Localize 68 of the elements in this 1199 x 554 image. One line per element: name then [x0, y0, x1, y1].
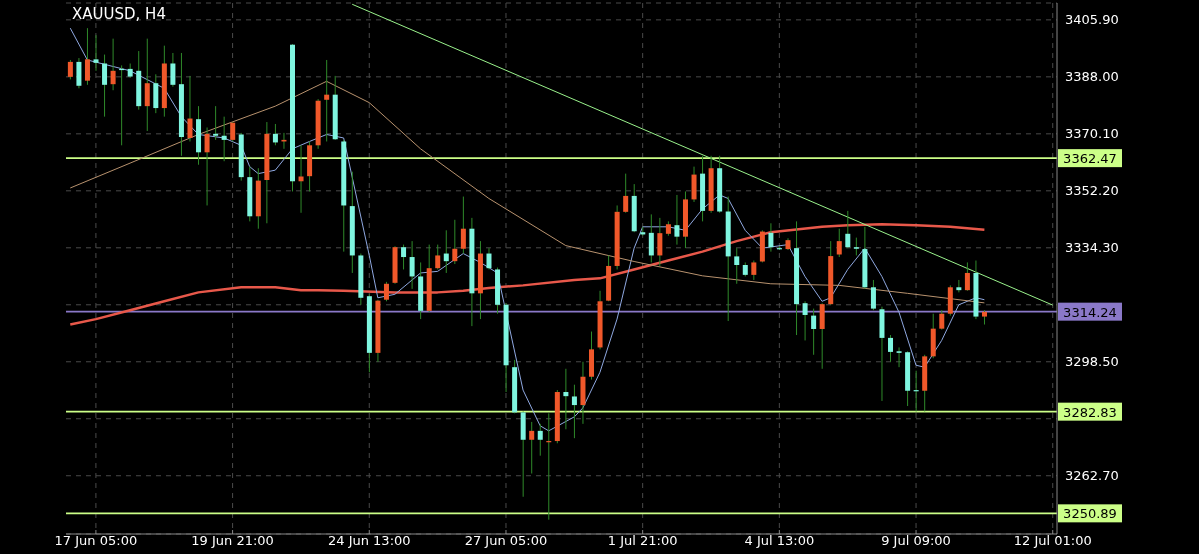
- ref-line-label: 3282.83: [1063, 404, 1117, 420]
- candlestick: [187, 75, 193, 142]
- candlestick: [230, 121, 236, 142]
- candlestick: [896, 346, 902, 368]
- candlestick: [768, 222, 774, 253]
- ref-line-label: 3314.24: [1063, 304, 1117, 320]
- ref-line-label: 3250.89: [1063, 506, 1117, 522]
- y-tick-label: 3334.30: [1065, 240, 1119, 256]
- candlestick: [563, 368, 569, 430]
- candlestick: [452, 219, 458, 265]
- candlestick: [529, 421, 535, 475]
- candlestick: [956, 279, 962, 293]
- candlestick: [623, 173, 629, 214]
- candlestick: [836, 228, 842, 258]
- candlestick: [571, 384, 577, 439]
- candlestick: [674, 194, 680, 246]
- line-series: [69, 27, 985, 432]
- candlestick: [204, 126, 210, 206]
- candlestick: [751, 260, 757, 281]
- y-tick-label: 3352.20: [1065, 183, 1119, 199]
- x-tick-label: 17 Jun 05:00: [54, 533, 138, 548]
- y-tick-label: 3405.90: [1065, 12, 1119, 28]
- x-tick-label: 27 Jun 05:00: [464, 533, 548, 548]
- candlestick: [102, 54, 108, 118]
- candlestick: [272, 123, 278, 146]
- candlestick: [486, 247, 492, 270]
- candlestick: [110, 38, 116, 91]
- candlestick: [657, 217, 663, 267]
- candlestick: [460, 196, 466, 255]
- candlestick: [213, 105, 219, 141]
- candlestick: [84, 27, 90, 86]
- candlestick: [409, 240, 415, 290]
- candlestick: [67, 59, 73, 80]
- candlestick: [435, 244, 441, 270]
- candlestick: [76, 57, 82, 89]
- line-series: [69, 80, 985, 304]
- y-tick-label: 3298.50: [1065, 354, 1119, 370]
- candlestick: [383, 281, 389, 302]
- candlestick: [324, 59, 330, 142]
- candlestick: [298, 144, 304, 214]
- candlestick: [648, 213, 654, 263]
- candlestick: [964, 261, 970, 292]
- candlestick: [734, 247, 740, 285]
- x-tick-label: 24 Jun 13:00: [327, 533, 411, 548]
- line-series: [69, 223, 986, 326]
- candlestick: [845, 210, 851, 249]
- y-tick-label: 3388.00: [1065, 69, 1119, 85]
- x-tick-label: 1 Jul 21:00: [607, 533, 678, 548]
- chart-title: XAUUSD, H4: [72, 5, 166, 23]
- x-tick-label: 12 Jul 01:00: [1013, 533, 1092, 548]
- candlestick: [802, 300, 808, 341]
- candlestick: [870, 279, 876, 311]
- candlestick: [811, 308, 817, 356]
- x-tick-label: 19 Jun 21:00: [191, 533, 274, 548]
- candlestick: [537, 423, 543, 457]
- y-tick-label: 3262.70: [1065, 468, 1119, 484]
- candlestick: [443, 229, 449, 274]
- candlestick: [939, 309, 945, 331]
- candlestick: [170, 52, 176, 88]
- candlestick: [144, 38, 150, 132]
- x-tick-label: 9 Jul 09:00: [881, 533, 951, 548]
- candlestick: [221, 116, 227, 162]
- candlestick: [93, 34, 99, 72]
- candlestick: [888, 334, 894, 363]
- candlestick: [401, 244, 407, 270]
- ref-line-label: 3362.47: [1063, 151, 1117, 167]
- x-tick-label: 4 Jul 13:00: [744, 533, 815, 548]
- y-tick-label: 3370.10: [1065, 126, 1119, 142]
